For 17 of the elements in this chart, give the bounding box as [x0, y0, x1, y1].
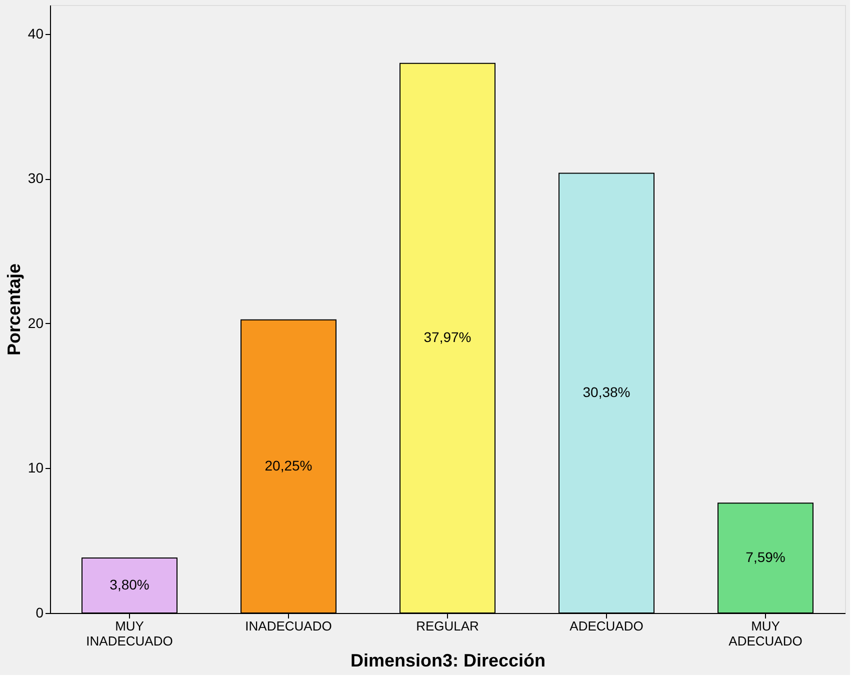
y-tick-label: 40 — [28, 25, 44, 42]
x-tick-label: MUY ADECUADO — [728, 618, 802, 648]
data-label: 3,80% — [110, 576, 150, 592]
x-tick-label: MUY INADECUADO — [86, 618, 173, 648]
y-tick-label: 30 — [28, 170, 44, 186]
x-tick-label: INADECUADO — [245, 618, 332, 634]
data-label: 37,97% — [424, 329, 472, 346]
y-axis-title: Porcentaje — [4, 263, 24, 356]
x-tick-label: REGULAR — [416, 618, 479, 634]
data-label: 7,59% — [746, 549, 786, 566]
y-tick-label: 20 — [28, 314, 44, 331]
data-label: 30,38% — [582, 384, 630, 400]
x-tick-label: ADECUADO — [570, 618, 644, 634]
y-tick-label: 0 — [36, 604, 44, 620]
data-label: 20,25% — [264, 457, 312, 474]
y-tick-label: 10 — [28, 460, 44, 476]
x-axis-title: Dimension3: Dirección — [350, 650, 546, 670]
